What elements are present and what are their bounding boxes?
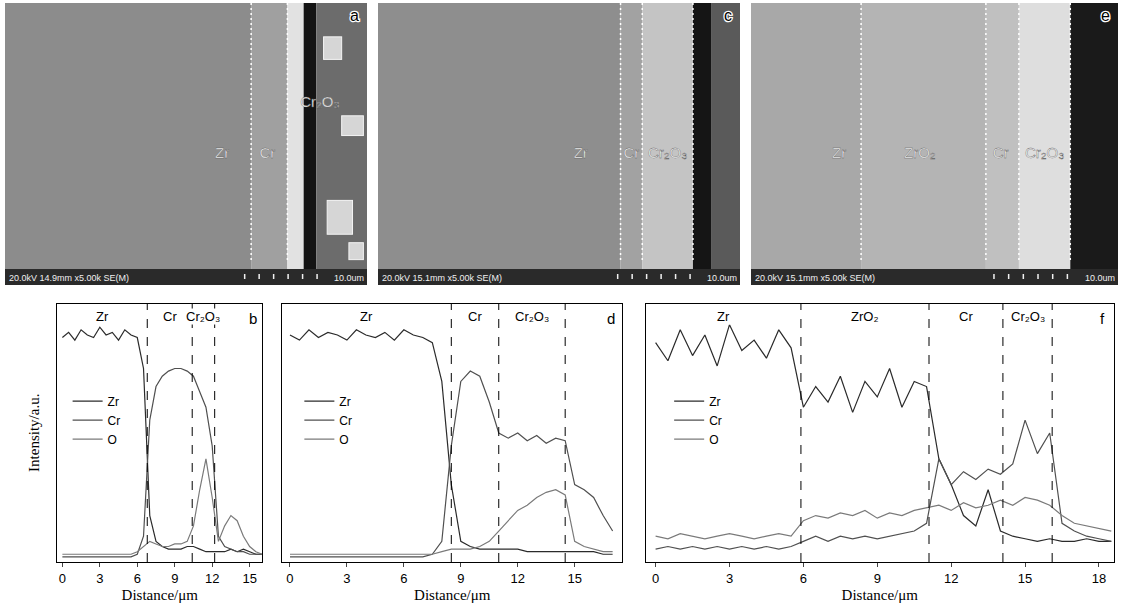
svg-text:Cr₂O₃: Cr₂O₃ xyxy=(648,144,687,161)
svg-text:Cr₂O₃: Cr₂O₃ xyxy=(1025,144,1064,161)
svg-text:Zr: Zr xyxy=(339,395,350,409)
svg-text:12: 12 xyxy=(944,571,958,586)
svg-text:18: 18 xyxy=(1092,571,1106,586)
svg-text:Zr: Zr xyxy=(96,309,109,324)
svg-text:Cr: Cr xyxy=(993,144,1009,161)
svg-text:c: c xyxy=(724,7,732,24)
svg-text:Distance/μm: Distance/μm xyxy=(842,587,919,603)
svg-text:b: b xyxy=(249,310,257,327)
svg-text:Zr: Zr xyxy=(360,309,373,324)
svg-text:0: 0 xyxy=(652,571,659,586)
svg-text:Zr: Zr xyxy=(832,144,846,161)
svg-text:3: 3 xyxy=(726,571,733,586)
svg-text:Cr: Cr xyxy=(709,414,722,428)
svg-text:3: 3 xyxy=(96,571,103,586)
svg-text:10.0um: 10.0um xyxy=(707,273,737,283)
svg-text:0: 0 xyxy=(59,571,66,586)
svg-text:ZrO₂: ZrO₂ xyxy=(851,309,878,324)
svg-text:Zr: Zr xyxy=(709,395,720,409)
svg-text:d: d xyxy=(607,310,615,327)
svg-text:e: e xyxy=(1101,7,1110,24)
svg-text:9: 9 xyxy=(457,571,464,586)
svg-text:20.0kV 15.1mm x5.00k SE(M): 20.0kV 15.1mm x5.00k SE(M) xyxy=(382,273,502,283)
svg-text:O: O xyxy=(339,433,348,447)
svg-text:Cr: Cr xyxy=(260,144,276,161)
svg-text:Cr: Cr xyxy=(623,144,639,161)
svg-text:Cr: Cr xyxy=(959,309,973,324)
svg-text:15: 15 xyxy=(567,571,581,586)
svg-text:20.0kV 14.9mm x5.00k SE(M): 20.0kV 14.9mm x5.00k SE(M) xyxy=(9,273,129,283)
svg-text:Zr: Zr xyxy=(108,395,119,409)
svg-text:Cr: Cr xyxy=(163,309,177,324)
svg-text:O: O xyxy=(108,433,117,447)
svg-text:9: 9 xyxy=(171,571,178,586)
svg-text:Cr: Cr xyxy=(468,309,482,324)
svg-text:Cr₂O₃: Cr₂O₃ xyxy=(1011,309,1045,324)
svg-text:6: 6 xyxy=(400,571,407,586)
svg-text:Zr: Zr xyxy=(717,309,730,324)
svg-text:a: a xyxy=(350,7,359,24)
svg-text:Distance/μm: Distance/μm xyxy=(414,587,491,603)
svg-text:ZrO₂: ZrO₂ xyxy=(904,144,936,161)
svg-text:Intensity/a.u.: Intensity/a.u. xyxy=(26,394,42,472)
svg-text:Cr: Cr xyxy=(339,414,352,428)
svg-text:15: 15 xyxy=(1018,571,1032,586)
svg-text:9: 9 xyxy=(874,571,881,586)
svg-text:3: 3 xyxy=(343,571,350,586)
svg-text:12: 12 xyxy=(511,571,525,586)
svg-text:Cr: Cr xyxy=(108,414,121,428)
svg-text:f: f xyxy=(1100,310,1105,327)
svg-text:Distance/μm: Distance/μm xyxy=(122,587,199,603)
svg-text:15: 15 xyxy=(242,571,256,586)
svg-text:Cr₂O₃: Cr₂O₃ xyxy=(515,309,549,324)
svg-text:Cr₂O₃: Cr₂O₃ xyxy=(186,309,220,324)
svg-text:O: O xyxy=(709,433,718,447)
svg-text:6: 6 xyxy=(800,571,807,586)
svg-text:10.0um: 10.0um xyxy=(334,273,364,283)
svg-text:Cr₂O₃: Cr₂O₃ xyxy=(300,93,339,110)
svg-text:0: 0 xyxy=(286,571,293,586)
svg-text:Zr: Zr xyxy=(574,144,588,161)
svg-text:6: 6 xyxy=(134,571,141,586)
svg-text:10.0um: 10.0um xyxy=(1085,273,1115,283)
svg-text:20.0kV 15.1mm x5.00k SE(M): 20.0kV 15.1mm x5.00k SE(M) xyxy=(755,273,875,283)
svg-text:12: 12 xyxy=(205,571,219,586)
svg-text:Zr: Zr xyxy=(215,144,229,161)
